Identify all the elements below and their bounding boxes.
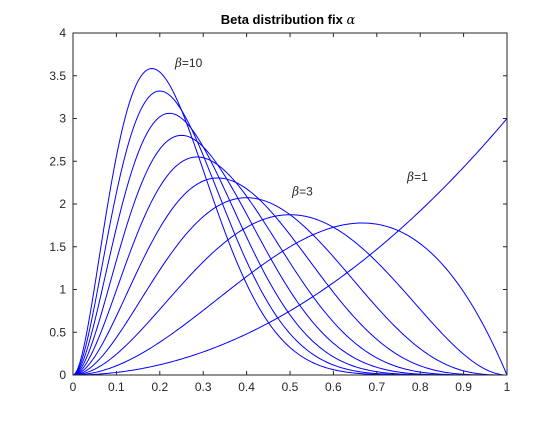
curve-beta-4 [73, 198, 507, 375]
annotation-label: β=3 [291, 184, 313, 198]
x-tick-label: 0.1 [108, 380, 125, 394]
curve-beta-2 [73, 223, 507, 375]
x-tick-label: 0.5 [282, 380, 299, 394]
x-tick-label: 0.4 [238, 380, 255, 394]
y-tick-label: 1 [59, 283, 66, 297]
y-tick-label: 2.5 [49, 154, 66, 168]
x-tick-label: 1 [504, 380, 511, 394]
annotation-symbol: β [406, 170, 414, 184]
y-tick-label: 3.5 [49, 69, 66, 83]
x-tick-label: 0 [70, 380, 77, 394]
plot-area-frame [73, 33, 507, 375]
y-tick-label: 1.5 [49, 240, 66, 254]
y-tick-label: 0.5 [49, 325, 66, 339]
annotation-label: β=10 [174, 56, 203, 70]
x-tick-label: 0.3 [195, 380, 212, 394]
annotation-text: =10 [182, 56, 203, 70]
curve-beta-8 [73, 113, 507, 375]
x-tick-label: 0.6 [325, 380, 342, 394]
y-tick-label: 3 [59, 112, 66, 126]
x-tick-label: 0.8 [412, 380, 429, 394]
x-tick-label: 0.2 [151, 380, 168, 394]
annotation-symbol: β [291, 184, 299, 198]
axes-group: 0 0.1 0.2 0.3 0.4 0.5 0.6 0.7 0.8 0.9 1 0 0.5 1 1.5 2 2.… [49, 26, 510, 394]
annotation-text: =1 [414, 170, 428, 184]
annotation-symbol: β [174, 56, 182, 70]
y-tick-label: 0 [59, 368, 66, 382]
curve-beta-9 [73, 91, 507, 375]
y-tick-label: 2 [59, 197, 66, 211]
y-tick-label: 4 [59, 26, 66, 40]
chart-title-symbol: α [346, 13, 355, 28]
curve-beta-3 [73, 215, 507, 375]
annotation-text: =3 [299, 184, 313, 198]
chart-title: Beta distribution fix α [221, 12, 356, 28]
annotation-label: β=1 [406, 170, 428, 184]
curve-beta-7 [73, 135, 507, 375]
curve-beta-5 [73, 178, 507, 375]
x-tick-label: 0.7 [368, 380, 385, 394]
chart-title-text: Beta distribution fix [221, 12, 347, 27]
x-tick-label: 0.9 [455, 380, 472, 394]
curves-group [73, 69, 507, 375]
